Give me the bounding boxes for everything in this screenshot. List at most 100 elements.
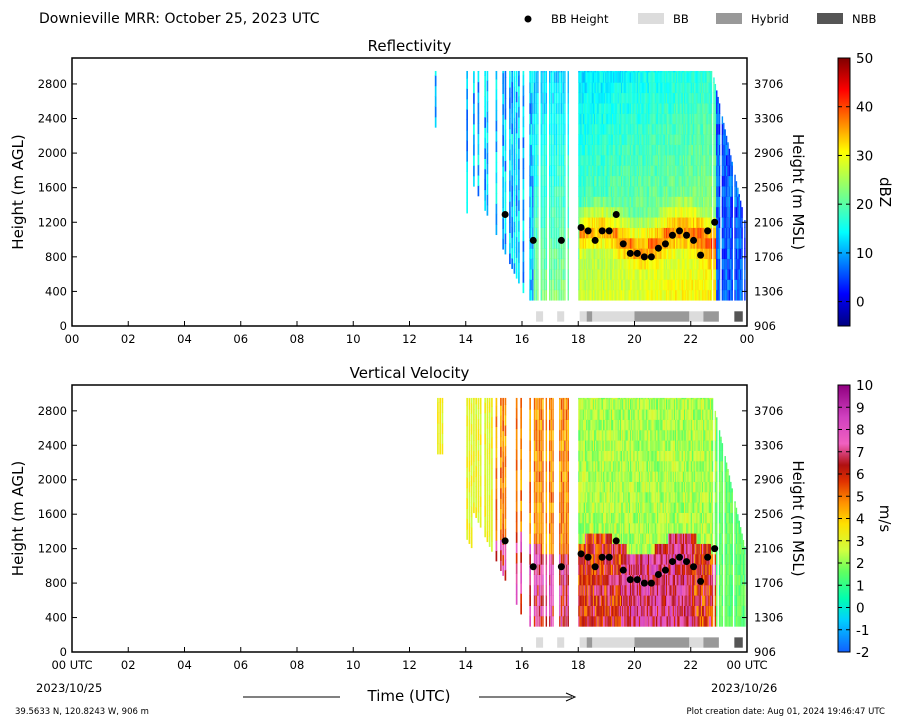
heatmap-cell — [721, 248, 724, 260]
heatmap-cell — [660, 102, 662, 114]
heatmap-cell — [588, 175, 590, 187]
heatmap-cell — [609, 237, 612, 249]
heatmap-cell — [466, 487, 468, 499]
heatmap-cell — [540, 248, 542, 260]
heatmap-cell — [606, 70, 608, 73]
heatmap-cell — [734, 289, 736, 301]
heatmap-cell — [530, 268, 532, 280]
heatmap-cell — [599, 258, 601, 270]
heatmap-cell — [595, 144, 597, 156]
heatmap-cell — [667, 279, 669, 291]
heatmap-cell — [615, 134, 617, 145]
heatmap-cell — [654, 102, 657, 114]
heatmap-cell — [600, 154, 603, 166]
heatmap-cell — [714, 237, 717, 249]
heatmap-cell — [580, 574, 582, 586]
heatmap-cell — [687, 165, 689, 177]
heatmap-cell — [689, 92, 691, 104]
heatmap-cell — [612, 154, 614, 166]
heatmap-cell — [622, 71, 624, 83]
heatmap-cell — [578, 279, 580, 291]
heatmap-cell — [564, 574, 566, 586]
heatmap-cell — [594, 584, 596, 596]
heatmap-cell — [705, 237, 707, 249]
bb-height-point — [711, 218, 719, 226]
heatmap-cell — [578, 543, 580, 555]
heatmap-cell — [606, 237, 608, 249]
heatmap-cell — [588, 134, 590, 145]
heatmap-cell — [604, 185, 606, 197]
heatmap-cell — [684, 123, 686, 135]
heatmap-cell — [603, 289, 605, 301]
heatmap-cell — [725, 135, 728, 145]
heatmap-cell — [730, 268, 732, 280]
heatmap-cell — [559, 268, 561, 280]
heatmap-cell — [690, 165, 693, 177]
heatmap-cell — [537, 460, 539, 472]
heatmap-cell — [642, 217, 644, 228]
heatmap-cell — [583, 502, 586, 513]
heatmap-cell — [567, 584, 569, 596]
heatmap-cell — [614, 71, 616, 83]
heatmap-cell — [644, 185, 646, 197]
heatmap-cell — [530, 217, 532, 228]
heatmap-cell — [535, 165, 537, 177]
heatmap-cell — [711, 71, 713, 83]
heatmap-cell — [530, 144, 532, 156]
heatmap-cell — [599, 92, 601, 104]
heatmap-cell — [565, 419, 568, 431]
heatmap-cell — [616, 185, 618, 197]
heatmap-cell — [598, 92, 600, 104]
heatmap-cell — [696, 71, 698, 83]
heatmap-cell — [690, 113, 693, 125]
heatmap-cell — [657, 92, 659, 104]
heatmap-cell — [688, 144, 690, 156]
heatmap-cell — [718, 206, 721, 218]
heatmap-cell — [689, 237, 691, 249]
heatmap-cell — [644, 279, 646, 291]
heatmap-cell — [591, 82, 594, 94]
heatmap-cell — [515, 490, 518, 502]
heatmap-cell — [614, 70, 616, 73]
heatmap-cell — [625, 185, 627, 197]
heatmap-cell — [468, 512, 471, 524]
heatmap-cell — [473, 70, 475, 73]
heatmap-cell — [595, 595, 597, 606]
heatmap-cell — [562, 460, 564, 472]
x-tick-label: 00 — [740, 332, 755, 346]
heatmap-cell — [591, 70, 594, 73]
heatmap-cell — [589, 397, 591, 400]
heatmap-cell — [630, 134, 632, 145]
heatmap-cell — [661, 217, 663, 228]
heatmap-cell — [486, 520, 489, 532]
heatmap-cell — [511, 247, 513, 259]
heatmap-cell — [550, 595, 553, 606]
heatmap-cell — [581, 206, 583, 218]
heatmap-cell — [540, 165, 542, 177]
heatmap-cell — [699, 113, 702, 125]
heatmap-cell — [599, 206, 601, 218]
heatmap-cell — [545, 615, 548, 627]
heatmap-cell — [597, 397, 599, 400]
heatmap-cell — [621, 175, 623, 187]
heatmap-cell — [667, 154, 669, 166]
heatmap-cell — [671, 102, 673, 114]
heatmap-cell — [434, 96, 437, 107]
heatmap-cell — [626, 71, 628, 83]
heatmap-cell — [594, 123, 596, 135]
heatmap-cell — [687, 123, 689, 135]
heatmap-cell — [518, 272, 520, 284]
heatmap-cell — [557, 71, 559, 83]
heatmap-cell — [504, 170, 507, 182]
heatmap-cell — [725, 279, 728, 291]
heatmap-cell — [697, 82, 699, 94]
heatmap-cell — [670, 175, 672, 187]
heatmap-cell — [621, 113, 623, 125]
heatmap-cell — [658, 144, 660, 156]
heatmap-cell — [585, 113, 587, 125]
heatmap-cell — [559, 227, 561, 239]
heatmap-cell — [662, 71, 664, 83]
heatmap-cell — [540, 71, 542, 83]
heatmap-cell — [688, 175, 690, 187]
heatmap-cell — [604, 92, 606, 104]
